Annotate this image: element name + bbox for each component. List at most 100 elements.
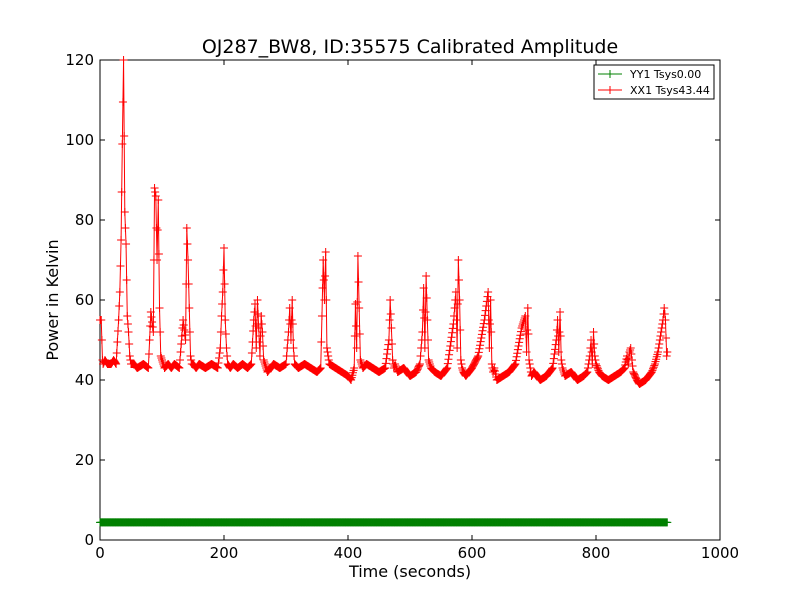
data-point: [458, 364, 467, 372]
data-point: [319, 256, 328, 264]
data-point: [482, 297, 491, 306]
data-point: [352, 344, 361, 352]
data-point: [117, 188, 126, 196]
data-point: [628, 362, 637, 370]
data-point: [663, 348, 672, 356]
data-point: [288, 296, 297, 304]
data-point: [619, 365, 628, 374]
data-point: [125, 352, 134, 360]
data-point: [386, 296, 395, 304]
data-point: [589, 328, 598, 336]
data-point: [388, 340, 397, 348]
data-point: [416, 352, 425, 360]
data-point: [662, 352, 671, 360]
data-point: [121, 224, 130, 232]
data-point: [250, 308, 259, 316]
data-point: [441, 365, 450, 374]
data-point: [474, 348, 483, 357]
x-tick-label: 1000: [701, 544, 739, 562]
data-point: [260, 360, 269, 368]
data-point: [559, 366, 568, 374]
data-point: [246, 361, 255, 370]
data-point: [549, 354, 558, 363]
data-point: [115, 288, 124, 296]
data-point: [626, 346, 635, 354]
data-point: [512, 352, 521, 361]
data-point: [552, 336, 561, 344]
data-point: [489, 366, 498, 374]
data-point: [383, 345, 392, 354]
data-point: [223, 352, 232, 360]
data-point: [582, 369, 591, 378]
data-point: [583, 364, 592, 372]
x-tick-label: 200: [210, 544, 239, 562]
data-point: [110, 358, 119, 366]
data-point: [421, 308, 430, 316]
data-point: [346, 375, 355, 384]
data-point: [519, 318, 528, 326]
data-point: [415, 360, 424, 368]
y-tick-label: 60: [75, 291, 94, 309]
series-markers: [96, 518, 672, 527]
data-point: [316, 364, 325, 373]
y-tick-label: 80: [75, 211, 94, 229]
x-tick-label: 600: [458, 544, 487, 562]
data-point: [627, 350, 636, 358]
data-point: [558, 364, 567, 372]
data-point: [525, 360, 534, 368]
data-point: [478, 326, 487, 335]
series-layer: [96, 56, 672, 527]
data-point: [146, 308, 155, 316]
data-point: [419, 284, 428, 292]
data-point: [180, 331, 189, 339]
data-point: [257, 312, 266, 320]
data-point: [443, 359, 452, 368]
data-point: [660, 304, 669, 312]
data-point: [448, 324, 457, 333]
data-point: [354, 278, 363, 286]
data-point: [122, 276, 131, 284]
data-point: [481, 306, 490, 315]
data-point: [260, 358, 269, 366]
data-point: [180, 326, 189, 334]
y-axis-label: Power in Kelvin: [43, 239, 62, 360]
data-point: [284, 328, 293, 336]
data-point: [319, 276, 328, 284]
legend: YY1 Tsys0.00 XX1 Tsys43.44: [593, 64, 715, 100]
legend-marker-xx1: [606, 86, 614, 94]
data-point: [256, 332, 265, 340]
data-point: [120, 208, 129, 216]
data-point: [352, 322, 361, 330]
data-point: [350, 332, 359, 340]
data-point: [249, 327, 258, 335]
data-point: [176, 348, 185, 356]
data-point: [220, 280, 229, 288]
data-point: [424, 356, 433, 364]
data-point: [455, 296, 464, 304]
data-point: [151, 188, 160, 196]
data-point: [321, 248, 330, 256]
data-point: [516, 327, 525, 336]
data-point: [282, 352, 291, 360]
data-point: [290, 352, 299, 360]
data-point: [97, 336, 106, 344]
data-point: [654, 348, 662, 356]
data-point: [554, 348, 563, 356]
data-point: [158, 356, 166, 364]
data-point: [112, 360, 121, 368]
data-point: [592, 360, 600, 368]
data-point: [551, 340, 560, 349]
data-point: [655, 340, 664, 348]
legend-marker-yy1: [606, 70, 614, 78]
data-point: [456, 326, 465, 334]
data-point: [215, 349, 224, 357]
data-point: [479, 323, 488, 332]
data-point: [444, 355, 453, 364]
data-point: [255, 338, 264, 346]
data-point: [420, 344, 429, 352]
data-point: [557, 356, 566, 364]
data-point: [182, 224, 191, 232]
data-point: [487, 328, 496, 336]
data-point: [218, 288, 227, 296]
data-point: [247, 360, 256, 368]
